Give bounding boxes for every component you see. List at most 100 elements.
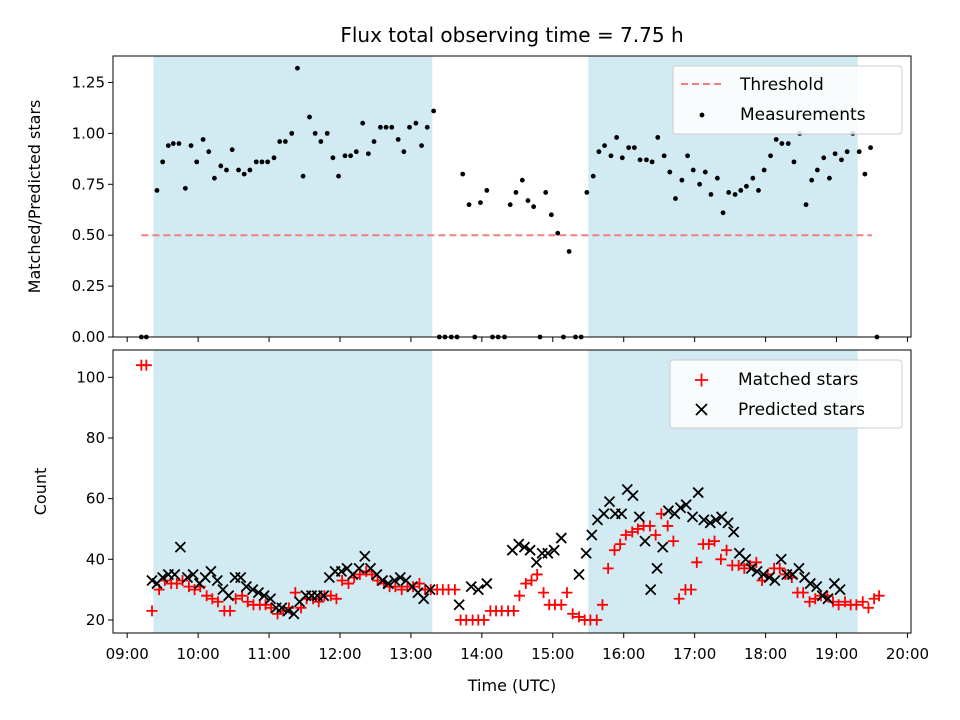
matched-stars-point bbox=[827, 596, 839, 608]
matched-stars-point bbox=[857, 596, 869, 608]
matched-stars-point bbox=[189, 584, 201, 596]
predicted-stars-point bbox=[513, 538, 525, 550]
predicted-stars-point bbox=[704, 517, 716, 529]
measurements-point bbox=[206, 149, 212, 155]
counts-panel: 20 40 60 80 100 09:00 10:00 11:00 12:00 13:00 14:0… bbox=[76, 349, 929, 663]
measurements-point bbox=[348, 153, 354, 159]
measurements-point bbox=[690, 167, 696, 173]
legend-matched-label: Matched stars bbox=[738, 370, 858, 390]
matched-stars-point bbox=[201, 590, 213, 602]
measurements-point bbox=[619, 155, 625, 161]
predicted-stars-point bbox=[222, 590, 235, 602]
x-tick-label: 09:00 bbox=[106, 645, 149, 663]
predicted-stars-point bbox=[453, 599, 465, 611]
matched-stars-point bbox=[561, 587, 573, 599]
matched-stars-point bbox=[242, 596, 254, 608]
measurements-point bbox=[229, 147, 235, 153]
plot-frame bbox=[112, 349, 912, 634]
matched-stars-point bbox=[650, 529, 662, 541]
measurements-point bbox=[868, 145, 873, 151]
matched-stars-point bbox=[224, 605, 236, 617]
predicted-stars-point bbox=[247, 583, 259, 596]
measurements-point bbox=[330, 155, 336, 161]
measurements-point bbox=[353, 149, 359, 155]
measurements-point bbox=[371, 139, 377, 144]
matched-stars-point bbox=[206, 593, 218, 605]
measurements-point bbox=[170, 141, 176, 146]
measurements-point bbox=[431, 108, 437, 114]
predicted-stars-point bbox=[548, 544, 560, 556]
predicted-stars-point bbox=[181, 571, 194, 584]
measurements-point bbox=[395, 137, 401, 142]
y-tick-label: 1.00 bbox=[72, 124, 105, 142]
y-tick-label: 1.25 bbox=[72, 73, 105, 91]
measurements-point bbox=[673, 196, 678, 201]
predicted-stars-point bbox=[757, 568, 770, 581]
predicted-stars-series bbox=[146, 483, 846, 620]
measurements-point bbox=[324, 130, 330, 136]
predicted-stars-point bbox=[822, 593, 834, 605]
legend-measurements-marker bbox=[699, 112, 705, 118]
counts-y-axis-label: Count bbox=[31, 468, 50, 516]
ratio-panel: 0.00 0.25 0.50 0.75 1.00 1.25 bbox=[72, 55, 912, 346]
matched-stars-point bbox=[177, 575, 189, 587]
measurements-point bbox=[241, 171, 247, 177]
predicted-stars-point bbox=[211, 574, 223, 587]
measurements-point bbox=[160, 159, 166, 165]
predicted-stars-point bbox=[146, 574, 158, 587]
predicted-stars-point bbox=[651, 562, 663, 575]
counts-legend: Matched stars Predicted stars bbox=[669, 359, 903, 429]
x-tick-label: 19:00 bbox=[815, 645, 858, 663]
predicted-stars-point bbox=[722, 517, 734, 529]
measurements-point bbox=[407, 124, 412, 130]
predicted-stars-point bbox=[169, 568, 181, 581]
matched-stars-point bbox=[520, 578, 532, 590]
measurements-point bbox=[277, 139, 283, 144]
matched-stars-point bbox=[662, 520, 674, 532]
predicted-stars-point bbox=[472, 583, 484, 596]
matched-stars-point bbox=[449, 584, 461, 596]
matched-stars-point bbox=[591, 614, 603, 626]
x-tick-label: 13:00 bbox=[389, 645, 432, 663]
measurements-point bbox=[832, 151, 838, 157]
measurements-point bbox=[649, 159, 655, 165]
matched-stars-point bbox=[478, 614, 490, 626]
y-tick-label: 40 bbox=[86, 550, 105, 568]
measurements-point bbox=[555, 230, 561, 236]
predicted-stars-point bbox=[376, 574, 389, 587]
predicted-stars-point bbox=[639, 535, 651, 547]
measurements-point bbox=[744, 183, 749, 189]
measurements-point bbox=[839, 157, 844, 163]
measurements-point bbox=[756, 187, 761, 193]
measurements-point bbox=[714, 175, 720, 181]
predicted-stars-point bbox=[804, 577, 816, 590]
legend-measurements-label: Measurements bbox=[740, 105, 866, 125]
predicted-stars-point bbox=[353, 562, 365, 575]
predicted-stars-point bbox=[692, 486, 704, 499]
matched-stars-point bbox=[526, 575, 538, 587]
measurements-point bbox=[507, 202, 513, 208]
y-tick-label: 60 bbox=[86, 490, 105, 508]
measurements-point bbox=[655, 135, 661, 140]
measurements-point bbox=[218, 163, 224, 169]
predicted-stars-point bbox=[240, 580, 252, 593]
counts-legend-box bbox=[669, 359, 903, 429]
measurements-point bbox=[626, 145, 632, 151]
measurements-point bbox=[584, 190, 590, 195]
measurements-point bbox=[761, 167, 767, 173]
x-tick-label: 10:00 bbox=[177, 645, 220, 663]
measurements-point bbox=[602, 143, 607, 148]
legend-predicted-label: Predicted stars bbox=[738, 400, 865, 420]
measurements-point bbox=[295, 65, 300, 71]
matched-stars-point bbox=[797, 587, 809, 599]
measurements-point bbox=[773, 137, 779, 142]
matched-stars-point bbox=[555, 599, 567, 611]
matched-stars-point bbox=[602, 562, 614, 574]
matched-stars-point bbox=[513, 590, 525, 602]
measurements-point bbox=[661, 153, 667, 159]
measurements-point bbox=[590, 173, 596, 179]
measurements-point bbox=[768, 153, 773, 159]
matched-stars-point bbox=[715, 553, 727, 565]
predicted-stars-point bbox=[524, 544, 536, 556]
y-tick-label: 0.00 bbox=[72, 328, 105, 346]
